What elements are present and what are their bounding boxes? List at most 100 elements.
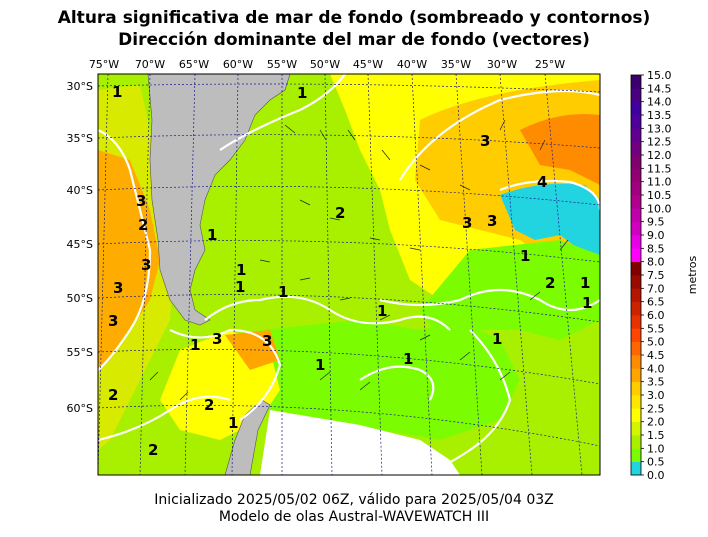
lat-tick-label: 55°S — [67, 346, 93, 359]
swell-zone-cyan-east — [500, 183, 600, 255]
direction-vector — [419, 334, 431, 341]
colorbar-swatch — [631, 288, 641, 302]
lon-tick-label: 25°W — [535, 58, 565, 71]
map-subtitle: Dirección dominante del mar de fondo (ve… — [118, 30, 590, 50]
contour-label: 3 — [141, 256, 151, 274]
direction-vector — [179, 391, 189, 401]
direction-vector — [149, 371, 159, 381]
direction-vector — [369, 237, 381, 241]
contour-label: 1 — [580, 274, 590, 292]
lon-tick-label: 40°W — [397, 58, 427, 71]
antarctic-ice-area — [260, 410, 460, 475]
meridian — [499, 74, 533, 475]
colorbar-ticks: 15.014.514.013.513.012.512.011.511.010.5… — [641, 69, 672, 482]
lon-tick-label: 35°W — [441, 58, 471, 71]
antarctic-peninsula-land — [224, 399, 271, 475]
colorbar-swatch — [631, 248, 641, 262]
colorbar-swatch — [631, 101, 641, 116]
contour-label: 3 — [487, 212, 497, 230]
colorbar-swatch — [631, 208, 641, 222]
colorbar-swatch — [631, 395, 641, 409]
direction-vector — [319, 371, 331, 381]
contour-label: 1 — [190, 336, 200, 354]
direction-vector — [284, 124, 296, 134]
colorbar-swatch — [631, 381, 641, 396]
direction-vector — [459, 351, 471, 361]
contour-label: 1 — [492, 330, 502, 348]
colorbar-swatch — [631, 75, 641, 89]
colorbar-tick-label: 2.5 — [647, 402, 665, 415]
contour-label: 4 — [537, 173, 547, 191]
meridian — [367, 74, 383, 475]
meridian — [231, 74, 239, 475]
contour-line — [399, 89, 600, 181]
colorbar-swatch — [631, 168, 641, 182]
meridian — [544, 74, 583, 475]
contour-line — [169, 328, 282, 421]
direction-vector — [379, 314, 391, 321]
lon-tick-label: 75°W — [89, 58, 119, 71]
lon-tick-label: 55°W — [267, 58, 297, 71]
direction-vector — [299, 199, 311, 206]
footer-model: Modelo de olas Austral-WAVEWATCH III — [218, 509, 490, 525]
colorbar-swatch — [631, 341, 641, 356]
colorbar-tick-label: 4.0 — [647, 362, 665, 375]
colorbar-tick-label: 0.5 — [647, 456, 665, 469]
latitude-axis: 30°S 35°S 40°S 45°S 50°S 55°S 60°S — [67, 80, 93, 415]
colorbar-tick-label: 14.5 — [647, 82, 672, 95]
direction-vector — [319, 129, 327, 141]
contour-line — [419, 329, 512, 475]
contour-label: 2 — [545, 274, 555, 292]
colorbar-tick-label: 5.5 — [647, 322, 665, 335]
direction-vector — [539, 139, 546, 151]
colorbar-tick-label: 6.5 — [647, 296, 665, 309]
parallel — [98, 134, 600, 149]
direction-vector — [381, 149, 391, 161]
colorbar-tick-label: 8.0 — [647, 256, 665, 269]
contour-label: 1 — [235, 278, 245, 296]
contour-label: 1 — [112, 83, 122, 101]
direction-vector — [339, 297, 351, 301]
contour-label: 1 — [582, 294, 592, 312]
contour-label: 3 — [108, 312, 118, 330]
lat-tick-label: 40°S — [67, 184, 93, 197]
lon-tick-label: 70°W — [135, 58, 165, 71]
contour-line — [379, 288, 600, 311]
colorbar-tick-label: 0.0 — [647, 469, 665, 482]
colorbar-swatch — [631, 88, 641, 102]
parallel — [98, 294, 600, 323]
colorbar-tick-label: 12.5 — [647, 136, 672, 149]
meridian — [411, 74, 433, 475]
lat-tick-label: 30°S — [67, 80, 93, 93]
parallel — [98, 349, 600, 385]
contour-label: 1 — [228, 414, 238, 432]
colorbar-swatch — [631, 301, 641, 316]
colorbar-tick-label: 12.0 — [647, 149, 672, 162]
colorbar-tick-label: 5.0 — [647, 336, 665, 349]
swell-zone-orange-east — [520, 114, 600, 185]
colorbar-tick-label: 4.5 — [647, 349, 665, 362]
colorbar-tick-label: 9.0 — [647, 229, 665, 242]
direction-vector — [359, 381, 371, 391]
colorbar-swatch — [631, 435, 641, 449]
parallel — [98, 240, 600, 263]
lat-tick-label: 45°S — [67, 238, 93, 251]
map-title: Altura significativa de mar de fondo (so… — [57, 8, 651, 28]
contour-label: 1 — [403, 350, 413, 368]
colorbar-tick-label: 7.0 — [647, 282, 665, 295]
colorbar-tick-label: 3.5 — [647, 376, 665, 389]
footer-init-valid: Inicializado 2025/05/02 06Z, válido para… — [154, 492, 554, 508]
colorbar-tick-label: 6.0 — [647, 309, 665, 322]
direction-vector — [559, 239, 569, 251]
direction-vector — [499, 119, 506, 131]
colorbar-tick-label: 10.0 — [647, 202, 672, 215]
map-frame — [97, 73, 601, 476]
colorbar-swatch — [631, 275, 641, 289]
direction-vector — [529, 291, 541, 301]
meridian — [324, 74, 333, 475]
direction-vector — [419, 164, 431, 171]
colorbar-label: metros — [686, 255, 699, 294]
south-america-land — [147, 74, 291, 326]
contour-line — [219, 74, 346, 151]
